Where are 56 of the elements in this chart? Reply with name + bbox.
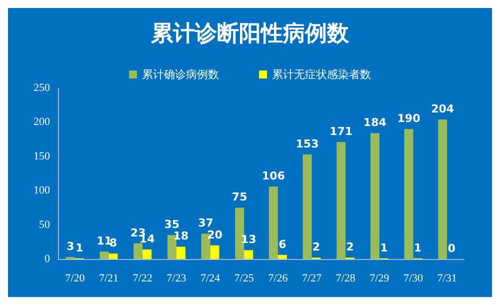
legend-label: 累计确诊病例数 — [142, 68, 219, 81]
bar — [336, 142, 346, 259]
y-tick-label: 200 — [34, 116, 50, 128]
data-label: 1 — [380, 241, 388, 254]
data-label: 20 — [207, 228, 223, 242]
x-tick-label: 7/30 — [403, 272, 424, 284]
data-label: 184 — [363, 116, 387, 130]
x-tick-label: 7/20 — [65, 272, 86, 284]
x-tick-label: 7/28 — [336, 272, 356, 284]
bar — [210, 245, 220, 259]
bar — [176, 246, 186, 259]
bar — [404, 129, 414, 259]
bar — [370, 133, 380, 259]
y-tick-label: 100 — [34, 184, 50, 197]
x-tick-label: 7/27 — [302, 272, 322, 284]
x-tick-label: 7/25 — [234, 272, 254, 284]
bar — [167, 235, 176, 259]
bar — [278, 254, 287, 259]
bar — [268, 186, 278, 259]
x-tick-label: 7/31 — [437, 272, 457, 284]
y-tick-label: 50 — [39, 218, 50, 231]
legend-label: 累计无症状感染者数 — [272, 68, 371, 81]
data-label: 6 — [278, 238, 287, 251]
x-tick-label: 7/23 — [166, 272, 187, 284]
data-label: 171 — [330, 125, 353, 138]
x-tick-label: 7/22 — [132, 272, 152, 284]
y-tick-label: 250 — [34, 82, 50, 94]
bar — [438, 119, 448, 259]
data-label: 204 — [431, 102, 454, 116]
data-label: 8 — [109, 236, 118, 250]
data-label: 3 — [66, 240, 74, 253]
x-tick-label: 7/24 — [200, 272, 221, 284]
data-label: 37 — [198, 216, 214, 230]
bar — [134, 243, 143, 259]
x-tick-label: 7/26 — [268, 272, 288, 284]
data-label: 1 — [76, 241, 84, 254]
data-label: 18 — [173, 230, 189, 243]
data-label: 0 — [448, 242, 456, 255]
x-tick-label: 7/29 — [370, 272, 390, 284]
bar — [244, 250, 254, 259]
data-label: 153 — [296, 137, 319, 150]
data-label: 2 — [346, 240, 354, 254]
data-label: 35 — [164, 218, 180, 232]
y-tick-label: 0 — [44, 253, 50, 265]
y-tick-label: 150 — [34, 150, 50, 162]
x-tick-label: 7/21 — [98, 272, 119, 284]
data-label: 106 — [262, 169, 286, 182]
bar — [100, 251, 109, 259]
bar — [302, 154, 312, 259]
bar — [142, 249, 152, 259]
data-label: 75 — [232, 190, 248, 204]
data-label: 2 — [312, 240, 320, 254]
data-label: 190 — [397, 112, 421, 126]
bar — [108, 254, 118, 259]
data-label: 1 — [414, 241, 422, 254]
chart-title: 累计诊断阳性病例数 — [150, 22, 350, 46]
